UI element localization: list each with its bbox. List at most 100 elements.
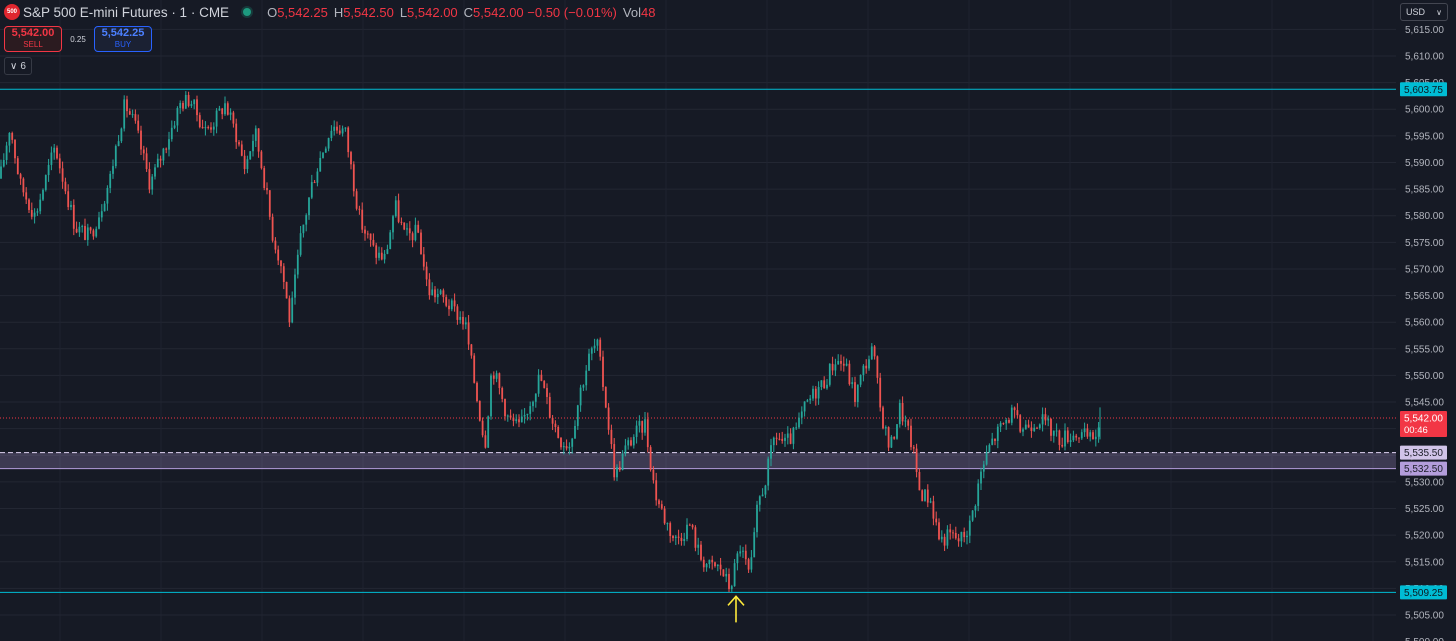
- candle-body: [459, 316, 462, 320]
- candle-body: [198, 115, 201, 128]
- last-price-label-bg: [1400, 411, 1447, 438]
- candle-body: [411, 233, 414, 241]
- candle-body: [134, 114, 137, 121]
- candle-body: [590, 348, 593, 354]
- candle-body: [501, 387, 504, 400]
- candle-body: [260, 151, 263, 169]
- candle-body: [910, 425, 912, 448]
- candle-body: [996, 426, 999, 441]
- candle-body: [162, 148, 165, 161]
- candle-body: [448, 305, 450, 310]
- candle-body: [221, 108, 224, 115]
- candle-body: [243, 155, 246, 170]
- volume-value: 48: [640, 4, 656, 20]
- candle-body: [823, 380, 826, 389]
- candle-body: [680, 537, 683, 542]
- candle-body: [949, 529, 952, 533]
- candle-body: [428, 279, 431, 296]
- candle-body: [585, 370, 588, 386]
- candle-body: [142, 149, 145, 154]
- candle-body: [518, 419, 520, 423]
- candle-body: [308, 197, 310, 216]
- candle-body: [344, 127, 347, 129]
- candle-body: [137, 120, 140, 131]
- sell-button[interactable]: 5,542.00 SELL: [4, 26, 62, 52]
- candle-body: [660, 504, 663, 509]
- candle-body: [730, 586, 733, 590]
- candle-body: [1052, 430, 1055, 436]
- candle-body: [694, 527, 697, 548]
- candle-body: [896, 424, 898, 439]
- currency-select[interactable]: USD ∨: [1400, 3, 1448, 21]
- candle-body: [19, 174, 22, 179]
- candle-body: [0, 166, 2, 179]
- candle-body: [274, 240, 277, 250]
- candle-body: [884, 427, 887, 429]
- candle-body: [294, 274, 296, 298]
- chevron-down-icon: ∨: [10, 60, 18, 72]
- candle-body: [854, 382, 856, 403]
- candle-body: [837, 360, 840, 365]
- candle-body: [708, 559, 711, 565]
- indicator-count: 6: [20, 60, 26, 72]
- candle-body: [632, 436, 635, 446]
- chart-legend: 500 S&P 500 E-mini Futures · 1 · CME O 5,…: [4, 4, 655, 20]
- candle-body: [464, 322, 467, 325]
- candle-body: [963, 531, 966, 538]
- candle-body: [319, 157, 322, 172]
- price-tick-label: 5,545.00: [1405, 398, 1444, 409]
- candle-body: [336, 126, 338, 131]
- symbol-icon[interactable]: 500: [4, 4, 20, 20]
- candle-body: [324, 148, 327, 153]
- candle-body: [25, 192, 28, 200]
- price-tick-label: 5,550.00: [1405, 371, 1444, 382]
- candle-body: [610, 429, 613, 445]
- market-status-icon[interactable]: [243, 8, 252, 16]
- candle-body: [554, 423, 557, 427]
- price-zone: [0, 452, 1396, 470]
- candle-body: [574, 425, 576, 439]
- candle-body: [397, 200, 400, 222]
- candle-body: [8, 132, 11, 146]
- candle-body: [848, 363, 851, 385]
- buy-label: BUY: [114, 40, 132, 49]
- candle-body: [798, 417, 800, 428]
- candle-body: [140, 130, 142, 150]
- candle-body: [361, 209, 364, 230]
- candle-body: [14, 139, 16, 159]
- price-tick-label: 5,520.00: [1405, 531, 1444, 542]
- buy-button[interactable]: 5,542.25 BUY: [94, 26, 152, 52]
- candle-body: [358, 208, 361, 210]
- buy-price: 5,542.25: [101, 27, 145, 39]
- candle-body: [669, 523, 672, 536]
- candle-body: [926, 489, 929, 503]
- candle-body: [876, 356, 879, 378]
- candle-body: [1022, 429, 1024, 432]
- candle-body: [1047, 418, 1050, 421]
- candle-body: [621, 453, 624, 471]
- candle-body: [702, 559, 705, 568]
- symbol-title[interactable]: S&P 500 E-mini Futures · 1 · CME: [23, 4, 230, 20]
- candle-body: [560, 437, 562, 448]
- candle-body: [904, 420, 907, 422]
- zone-bottom-label: 5,532.50: [1404, 464, 1443, 475]
- candle-body: [596, 339, 599, 346]
- candle-body: [736, 553, 739, 564]
- candle-body: [145, 153, 148, 170]
- candle-body: [966, 535, 968, 538]
- candle-body: [991, 438, 994, 445]
- candle-body: [58, 158, 61, 169]
- candle-body: [333, 126, 336, 131]
- candle-body: [551, 417, 554, 424]
- candle-body: [350, 152, 352, 165]
- candle-body: [1092, 432, 1094, 440]
- candle-body: [422, 254, 425, 267]
- candle-body: [106, 187, 109, 204]
- candle-body: [954, 532, 957, 539]
- price-tick-label: 5,565.00: [1405, 291, 1444, 302]
- indicators-toggle-button[interactable]: ∨ 6: [4, 57, 32, 75]
- candle-body: [924, 489, 926, 502]
- open-value: 5,542.25: [277, 4, 328, 20]
- candle-body: [453, 300, 456, 307]
